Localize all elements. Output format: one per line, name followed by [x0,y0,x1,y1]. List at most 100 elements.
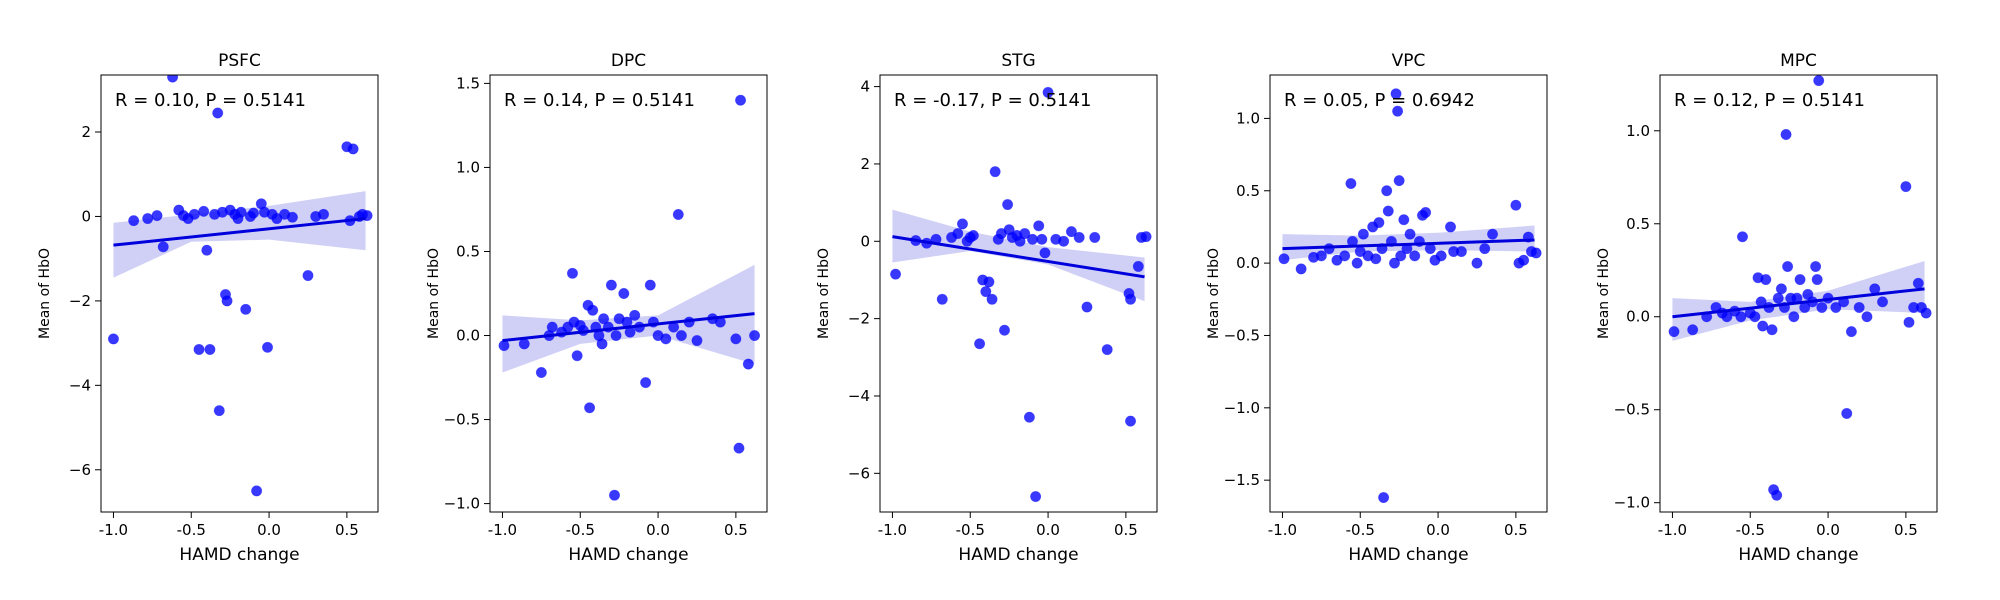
x-tick-label: -1.0 [1268,521,1297,539]
y-tick-label: 1.0 [1626,122,1650,140]
data-point [157,241,169,253]
data-point [1027,233,1039,245]
y-axis-label: Mean of HbO [816,248,832,339]
plot-area [1278,88,1542,504]
data-point [1435,250,1447,262]
data-point [1351,257,1363,269]
data-point [1030,491,1042,503]
data-point [198,205,210,217]
data-point [1788,311,1800,323]
data-point [1771,489,1783,501]
plot-area [890,86,1152,503]
data-point [128,215,140,227]
data-point [566,267,578,279]
y-tick-label: −2 [69,292,91,310]
data-point [1002,199,1014,211]
x-tick-label: 0.5 [335,521,359,539]
x-axis-label: HAMD change [1738,545,1858,565]
data-point [989,166,1001,178]
data-point [587,304,599,316]
data-point [1073,231,1085,243]
data-point [1811,274,1823,286]
data-point [167,75,179,83]
data-point [735,94,747,106]
data-point [672,209,684,221]
data-point [986,293,998,305]
y-axis-label: Mean of HbO [426,248,442,339]
data-point [1760,274,1772,286]
data-point [1295,263,1307,275]
data-point [1853,301,1865,313]
data-point [235,206,247,218]
y-tick-label: −0.5 [1224,326,1260,344]
x-tick-label: 0.5 [724,521,748,539]
data-point [1388,257,1400,269]
data-point [188,208,200,220]
data-point [1395,250,1407,262]
y-tick-label: −1.0 [1614,494,1650,512]
data-point [1487,228,1499,240]
data-point [1735,311,1747,323]
chart-panel-psfc: -1.0 -0.5 0.0 0.5 −6 −4 −2 0 2 PSFC HAMD change Mea… [37,51,379,565]
data-point [1409,250,1421,262]
plot-area [498,94,761,501]
plot-area [1668,75,1932,501]
y-tick-label: 1.0 [1236,109,1260,127]
data-point [1101,344,1113,356]
data-point [1757,320,1769,332]
y-tick-label: −1.0 [444,495,480,513]
data-point [936,293,948,305]
data-point [212,107,224,119]
data-point [952,228,964,240]
y-tick-label: 0 [860,232,870,250]
data-point [193,343,205,355]
data-point [974,338,986,350]
data-point [1381,185,1393,197]
data-point [1766,324,1778,336]
data-point [605,279,617,291]
axes-frame [489,74,768,513]
x-tick-label: 0.0 [1426,521,1450,539]
data-point [1345,178,1357,190]
data-point [1357,228,1369,240]
data-point [629,309,641,321]
y-tick-label: 0.5 [1626,215,1650,233]
x-axis-label: HAMD change [179,545,299,565]
data-point [204,343,216,355]
data-point [1687,324,1699,336]
data-point [1404,228,1416,240]
data-point [1378,492,1390,504]
data-point [1861,311,1873,323]
x-tick-label: -0.5 [566,521,595,539]
data-point [1339,250,1351,262]
stat-annotation: R = 0.14, P = 0.5141 [504,90,695,111]
x-tick-label: -1.0 [488,521,517,539]
data-point [518,338,530,350]
data-point [1315,250,1327,262]
data-point [1392,105,1404,117]
data-point [1370,253,1382,265]
data-point [733,442,745,454]
data-point [967,229,979,241]
data-point [640,377,652,389]
data-point [1036,233,1048,245]
data-point [742,358,754,370]
data-point [1373,217,1385,229]
data-point [1019,228,1031,240]
regression-line [1672,287,1925,319]
regression-line [1282,238,1535,251]
y-tick-label: 0.5 [456,242,480,260]
data-point [1510,199,1522,211]
data-point [1382,205,1394,217]
data-point [1782,261,1794,273]
x-tick-label: 0.0 [1036,521,1060,539]
x-tick-label: -0.5 [1736,521,1765,539]
x-axis-label: HAMD change [568,545,688,565]
chart-title: MPC [1780,51,1817,71]
y-tick-label: 4 [860,78,870,96]
y-tick-label: −4 [69,376,91,394]
data-point [1736,231,1748,243]
axes-frame [1269,74,1548,513]
data-point [1749,311,1761,323]
